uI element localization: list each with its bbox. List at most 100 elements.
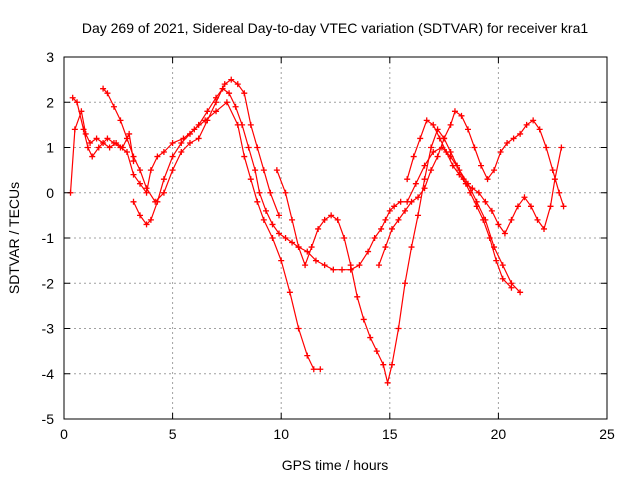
series-arc-4 bbox=[130, 85, 524, 296]
data-point bbox=[262, 207, 269, 214]
data-point bbox=[282, 235, 289, 241]
data-point bbox=[451, 108, 458, 115]
data-point bbox=[499, 275, 506, 282]
data-point bbox=[417, 135, 424, 142]
data-point bbox=[386, 207, 393, 214]
data-point bbox=[130, 153, 137, 160]
data-point bbox=[267, 189, 274, 196]
y-tick-label: -2 bbox=[42, 275, 55, 291]
data-point bbox=[87, 139, 94, 146]
data-point bbox=[388, 361, 395, 368]
data-point bbox=[543, 144, 550, 151]
y-tick-label: 1 bbox=[46, 140, 54, 156]
data-point bbox=[137, 167, 144, 174]
data-point bbox=[80, 126, 87, 133]
data-point bbox=[321, 262, 328, 269]
data-point bbox=[456, 171, 463, 178]
data-point bbox=[89, 153, 96, 160]
data-point bbox=[239, 121, 246, 128]
data-point bbox=[147, 167, 154, 174]
data-point bbox=[247, 176, 254, 183]
data-point bbox=[384, 379, 391, 386]
data-point bbox=[186, 139, 193, 146]
data-point bbox=[260, 216, 267, 223]
data-point bbox=[219, 85, 226, 92]
grid bbox=[64, 57, 607, 419]
data-point bbox=[382, 244, 389, 251]
data-point bbox=[195, 135, 202, 142]
data-point bbox=[508, 216, 515, 223]
data-point bbox=[501, 230, 508, 237]
series-arc-7 bbox=[404, 117, 565, 237]
data-point bbox=[388, 225, 395, 232]
data-point bbox=[282, 189, 289, 196]
data-point bbox=[534, 216, 541, 223]
data-point bbox=[462, 180, 469, 187]
data-point bbox=[549, 167, 556, 174]
data-point bbox=[365, 248, 372, 255]
data-point bbox=[276, 230, 283, 237]
data-point bbox=[269, 221, 276, 228]
data-point bbox=[195, 121, 202, 128]
data-point bbox=[397, 198, 404, 205]
data-point bbox=[486, 235, 493, 241]
data-point bbox=[367, 334, 374, 341]
data-point bbox=[382, 216, 389, 223]
data-point bbox=[241, 153, 248, 160]
data-point bbox=[286, 289, 293, 296]
data-point bbox=[495, 221, 502, 228]
data-point bbox=[160, 149, 167, 156]
series-arc-2 bbox=[69, 94, 324, 373]
data-point bbox=[312, 257, 319, 264]
data-point bbox=[295, 325, 302, 332]
series-trace bbox=[72, 97, 321, 370]
data-point bbox=[395, 325, 402, 332]
data-point bbox=[510, 135, 517, 142]
data-point bbox=[354, 293, 361, 300]
data-point bbox=[408, 244, 415, 251]
data-point bbox=[256, 189, 263, 196]
data-point bbox=[541, 225, 548, 232]
data-point bbox=[473, 203, 480, 210]
data-point bbox=[315, 225, 322, 232]
x-tick-label: 10 bbox=[273, 426, 289, 442]
data-point bbox=[260, 167, 267, 174]
data-point bbox=[213, 108, 220, 115]
data-point bbox=[137, 212, 144, 219]
y-tick-label: 2 bbox=[46, 94, 54, 110]
data-point bbox=[469, 185, 476, 192]
data-point bbox=[178, 139, 185, 146]
data-series bbox=[67, 76, 567, 386]
chart-title: Day 269 of 2021, Sidereal Day-to-day VTE… bbox=[82, 20, 588, 36]
series-trace bbox=[378, 110, 565, 266]
data-point bbox=[514, 203, 521, 210]
data-point bbox=[130, 198, 137, 205]
data-point bbox=[449, 162, 456, 169]
data-point bbox=[289, 239, 296, 246]
data-point bbox=[308, 244, 315, 251]
x-tick-label: 25 bbox=[599, 426, 615, 442]
data-point bbox=[391, 203, 398, 210]
data-point bbox=[493, 257, 500, 264]
data-point bbox=[480, 216, 487, 223]
data-point bbox=[464, 126, 471, 133]
y-tick-label: -4 bbox=[42, 366, 55, 382]
y-axis-title: SDTVAR / TECUs bbox=[6, 182, 22, 294]
series-arc-6 bbox=[375, 108, 567, 269]
data-point bbox=[123, 135, 130, 142]
data-point bbox=[408, 198, 415, 205]
data-point bbox=[497, 149, 504, 156]
data-point bbox=[328, 212, 335, 219]
data-point bbox=[380, 361, 387, 368]
data-point bbox=[71, 126, 78, 133]
data-point bbox=[254, 198, 261, 205]
data-point bbox=[273, 167, 280, 174]
data-point bbox=[302, 262, 309, 269]
data-point bbox=[371, 235, 378, 241]
data-point bbox=[339, 266, 346, 273]
data-point bbox=[295, 244, 302, 251]
data-point bbox=[415, 212, 422, 219]
data-point bbox=[428, 167, 435, 174]
data-point bbox=[517, 130, 524, 137]
data-point bbox=[126, 130, 133, 137]
